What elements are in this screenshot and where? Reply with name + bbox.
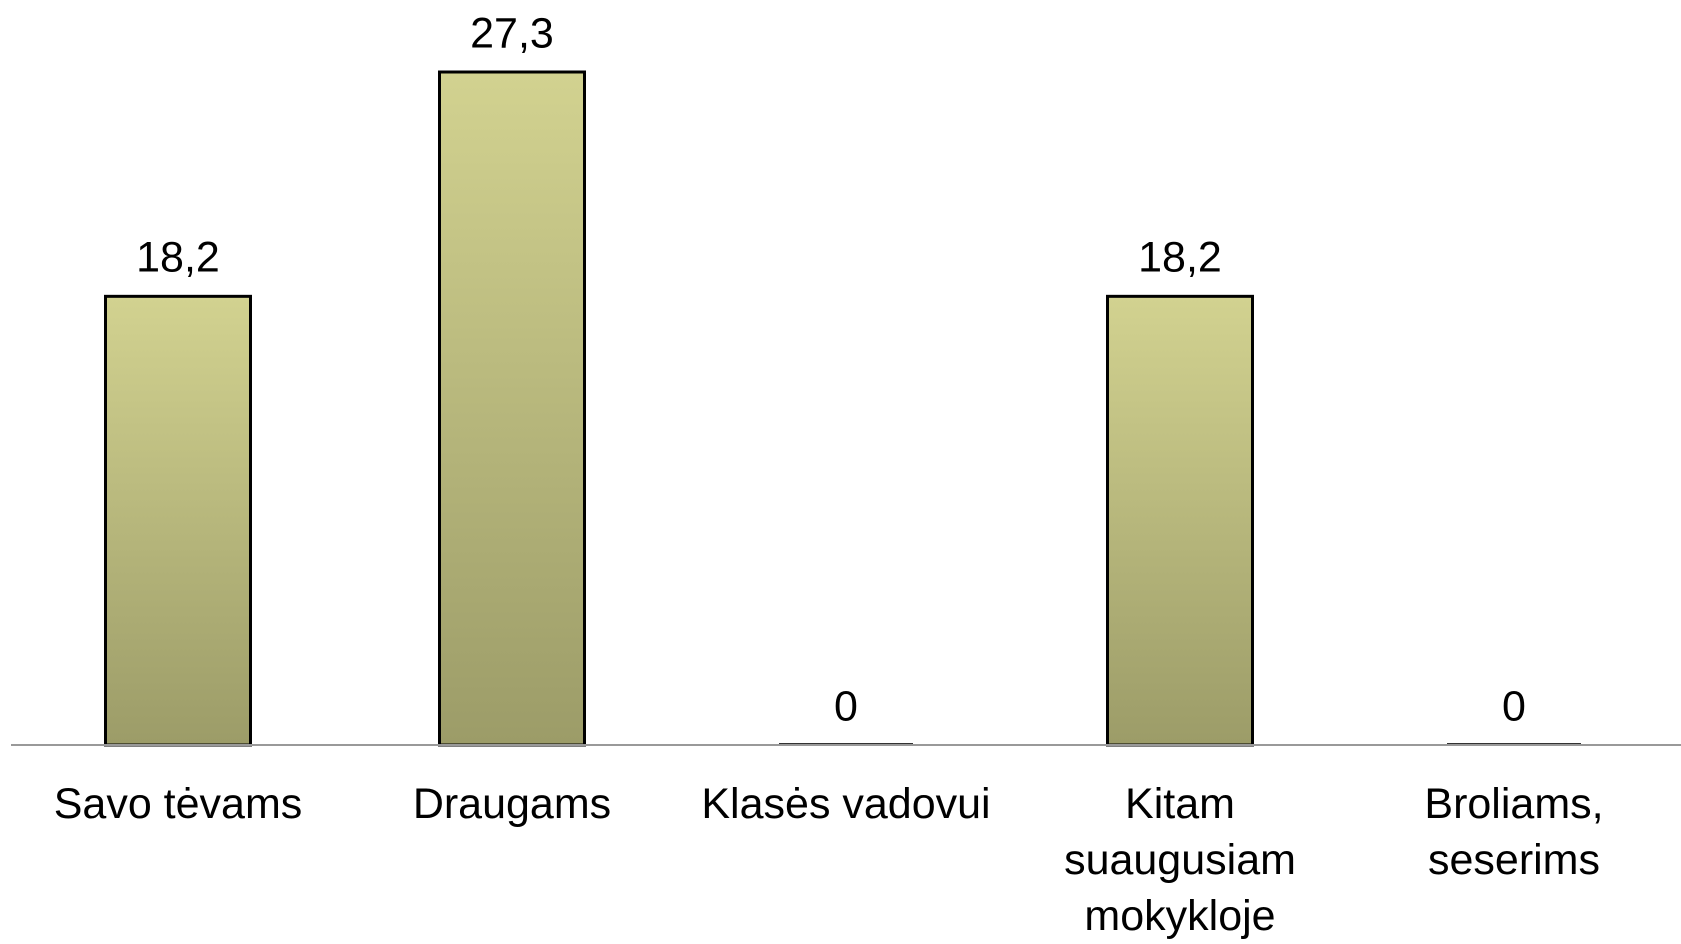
value-label: 27,3 [470, 9, 554, 57]
value-label: 0 [834, 682, 858, 730]
value-label: 18,2 [136, 234, 220, 282]
x-tick-label: Savo tėvams [53, 780, 303, 828]
value-label: 0 [1502, 682, 1526, 730]
x-tick-label: Klasės vadovui [701, 780, 991, 828]
bar [1106, 294, 1254, 747]
x-tick-label: Draugams [412, 780, 612, 828]
value-label: 18,2 [1138, 234, 1222, 282]
bar [438, 70, 586, 747]
x-tick-label: Broliams, seserims [1424, 780, 1604, 884]
x-tick-label: Kitam suaugusiam mokykloje [1064, 780, 1296, 940]
bar [104, 294, 252, 747]
